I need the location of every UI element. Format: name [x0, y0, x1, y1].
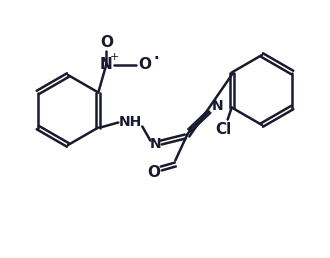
- Text: O: O: [138, 57, 151, 72]
- Text: Cl: Cl: [215, 122, 232, 137]
- Text: N: N: [212, 100, 223, 114]
- Text: ·: ·: [153, 51, 159, 66]
- Text: N: N: [149, 138, 161, 151]
- Text: O: O: [100, 35, 113, 50]
- Text: O: O: [147, 165, 160, 180]
- Text: N: N: [100, 57, 113, 72]
- Text: +: +: [110, 52, 119, 62]
- Text: NH: NH: [119, 116, 142, 130]
